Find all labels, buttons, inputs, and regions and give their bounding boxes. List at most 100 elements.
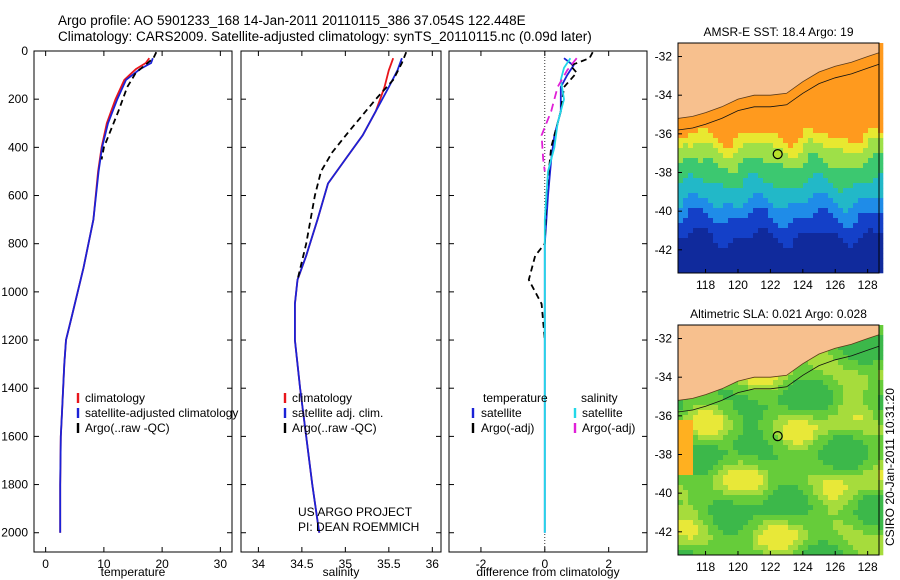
sla-field-cell (748, 525, 754, 531)
sla-field-cell (743, 435, 749, 441)
sst-field-cell (738, 133, 744, 139)
sla-field-cell (868, 445, 874, 451)
sla-field-cell (748, 470, 754, 476)
sla-field-cell (718, 395, 724, 401)
sst-field-cell (833, 263, 839, 269)
sla-field-cell (678, 400, 684, 406)
sst-field-cell (693, 163, 699, 169)
sst-field-cell (733, 203, 739, 209)
sst-field-cell (878, 183, 884, 189)
sla-field-cell (758, 415, 764, 421)
temperature-series-line (100, 51, 158, 160)
sst-field-cell (823, 98, 829, 104)
sla-field-cell (858, 340, 864, 346)
sst-field-cell (778, 178, 784, 184)
sst-field-cell (743, 178, 749, 184)
sst-field-cell (698, 138, 704, 144)
sla-field-cell (768, 540, 774, 546)
sla-field-cell (773, 435, 779, 441)
sst-field-cell (688, 248, 694, 254)
sla-field-cell (798, 455, 804, 461)
sst-xtick-label: 120 (728, 278, 748, 292)
sst-field-cell (798, 158, 804, 164)
sla-field-cell (723, 550, 729, 556)
sla-field-cell (698, 430, 704, 436)
sst-field-cell (778, 198, 784, 204)
sst-field-cell (683, 203, 689, 209)
sst-field-cell (713, 258, 719, 264)
sst-field-cell (753, 103, 759, 109)
sla-field-cell (813, 435, 819, 441)
sla-field-cell (693, 510, 699, 516)
sst-field-cell (703, 128, 709, 134)
sst-field-cell (738, 168, 744, 174)
sla-field-cell (683, 520, 689, 526)
sla-field-cell (858, 460, 864, 466)
sst-field-cell (808, 173, 814, 179)
sla-field-cell (853, 480, 859, 486)
sla-field-cell (773, 460, 779, 466)
sla-map-title: Altimetric SLA: 0.021 Argo: 0.028 (690, 307, 867, 321)
sst-field-cell (688, 268, 694, 274)
sla-field-cell (753, 375, 759, 381)
sst-field-cell (843, 228, 849, 234)
sst-field-cell (728, 168, 734, 174)
sla-field-cell (858, 550, 864, 556)
sst-field-cell (878, 223, 884, 229)
sla-field-cell (698, 475, 704, 481)
sla-field-cell (808, 495, 814, 501)
sst-field-cell (683, 233, 689, 239)
sst-field-cell (818, 158, 824, 164)
sla-field-cell (833, 350, 839, 356)
sla-field-cell (823, 375, 829, 381)
sla-field-cell (828, 540, 834, 546)
sst-field-cell (813, 223, 819, 229)
sst-field-cell (853, 268, 859, 274)
sla-field-cell (723, 410, 729, 416)
sla-field-cell (708, 520, 714, 526)
sla-field-cell (833, 360, 839, 366)
sst-field-cell (743, 258, 749, 264)
sla-field-cell (718, 430, 724, 436)
sst-field-cell (718, 243, 724, 249)
sst-field-cell (738, 253, 744, 259)
sst-field-cell (788, 153, 794, 159)
sst-field-cell (698, 228, 704, 234)
sst-field-cell (773, 223, 779, 229)
sla-field-cell (708, 450, 714, 456)
sla-field-cell (838, 410, 844, 416)
sla-field-cell (778, 465, 784, 471)
sla-field-cell (853, 365, 859, 371)
sst-field-cell (723, 188, 729, 194)
sla-field-cell (788, 550, 794, 556)
sst-field-cell (848, 183, 854, 189)
sst-field-cell (853, 88, 859, 94)
sst-field-cell (793, 268, 799, 274)
temperature-xtick-label: 20 (155, 557, 169, 571)
sla-field-cell (853, 490, 859, 496)
sla-field-cell (698, 540, 704, 546)
sst-field-cell (783, 233, 789, 239)
sla-field-cell (758, 430, 764, 436)
sla-field-cell (773, 500, 779, 506)
sla-field-cell (693, 450, 699, 456)
sst-field-cell (773, 268, 779, 274)
sla-field-cell (828, 530, 834, 536)
sla-field-cell (708, 410, 714, 416)
sst-field-cell (808, 183, 814, 189)
sla-field-cell (828, 470, 834, 476)
sst-field-cell (748, 208, 754, 214)
sst-field-cell (718, 213, 724, 219)
sla-field-cell (838, 530, 844, 536)
sst-field-cell (688, 133, 694, 139)
sst-field-cell (878, 203, 884, 209)
sst-field-cell (863, 168, 869, 174)
sla-field-cell (713, 445, 719, 451)
sst-field-cell (698, 143, 704, 149)
sst-field-cell (803, 268, 809, 274)
sst-field-cell (828, 153, 834, 159)
sla-field-cell (873, 455, 879, 461)
sst-field-cell (853, 178, 859, 184)
sla-field-cell (878, 345, 884, 351)
sla-field-cell (713, 465, 719, 471)
